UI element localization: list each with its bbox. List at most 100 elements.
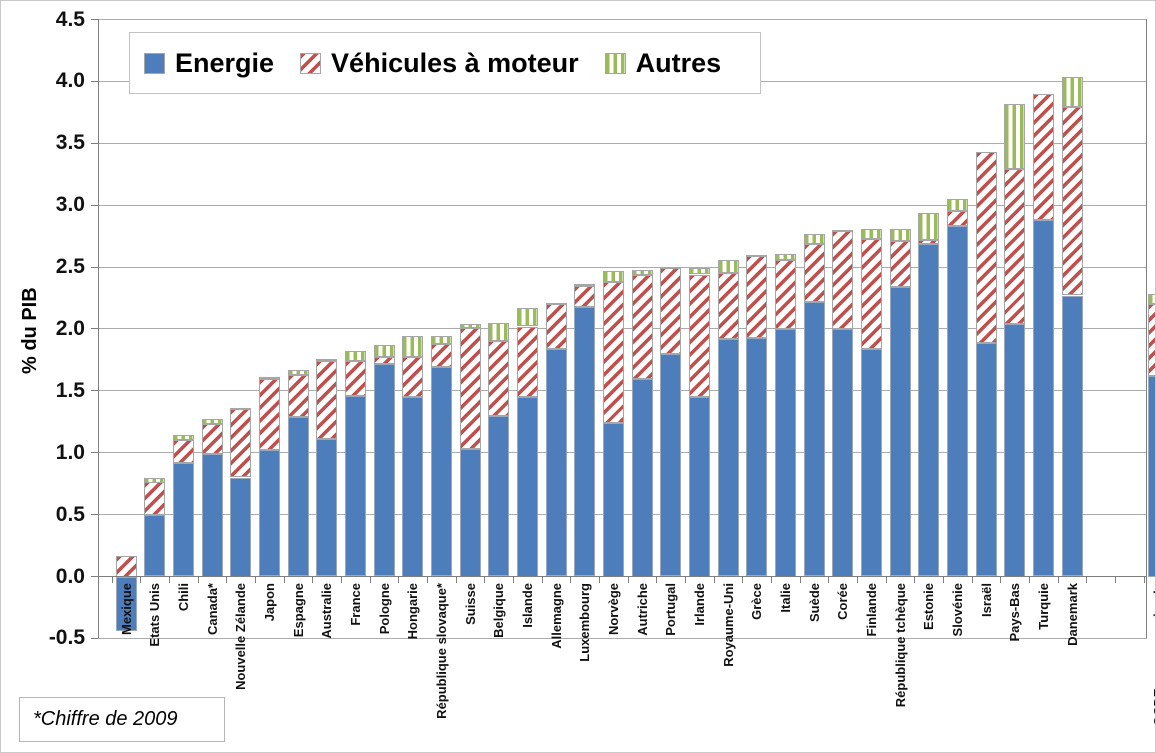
x-axis-tick xyxy=(1086,576,1088,583)
footnote-text: *Chiffre de 2009 xyxy=(33,708,178,730)
y-tick-label: 3.0 xyxy=(55,193,85,217)
bar-energie-australie xyxy=(316,439,338,577)
bar-vehicules-a-moteur-slov-nie xyxy=(946,211,968,227)
bar-vehicules-a-moteur-gr-ce xyxy=(746,256,768,338)
x-tick-label-pologne: Pologne xyxy=(376,583,392,635)
bar-energie-cor-e xyxy=(832,329,854,577)
x-tick-label-cor-e: Corée xyxy=(835,583,851,620)
bar-energie-isra-l xyxy=(975,342,997,577)
legend-item-autres: Autres xyxy=(604,47,722,79)
bar-energie-luxembourg xyxy=(574,306,596,577)
x-axis-tick xyxy=(943,576,945,583)
x-axis-tick xyxy=(369,576,371,583)
x-axis-tick xyxy=(799,576,801,583)
legend-label-autres: Autres xyxy=(635,47,722,78)
x-axis-tick xyxy=(484,576,486,583)
x-axis-tick xyxy=(971,576,973,583)
x-axis-tick xyxy=(513,576,514,583)
x-tick-label-su-de: Suède xyxy=(806,583,822,623)
y-axis-tick xyxy=(91,204,98,206)
bar-vehicules-a-moteur-australie xyxy=(316,361,338,440)
x-axis-tick xyxy=(169,576,170,583)
bar-vehicules-a-moteur-irlande xyxy=(688,274,710,397)
bar-autres-autriche xyxy=(631,269,653,275)
x-axis-tick xyxy=(1057,576,1059,583)
x-axis-tick xyxy=(111,576,113,583)
plot-right-border xyxy=(1146,19,1147,638)
y-tick-label: 0.5 xyxy=(55,502,85,526)
x-axis-tick xyxy=(914,576,916,583)
bar-energie-turquie xyxy=(1032,220,1054,577)
bar-vehicules-a-moteur-danemark xyxy=(1061,107,1083,296)
y-axis-tick xyxy=(91,266,98,268)
x-tick-label-norv-ge: Norvège xyxy=(605,583,621,636)
bar-autres-chili xyxy=(172,435,194,441)
bar-energie-portugal xyxy=(660,353,682,577)
y-axis-tick xyxy=(91,80,98,82)
x-axis-tick xyxy=(226,576,228,583)
bar-autres-japon xyxy=(258,377,280,380)
x-tick-label-chili: Chili xyxy=(175,583,191,612)
bar-autres-pays-bas xyxy=(1004,103,1026,170)
bar-energie-su-de xyxy=(803,301,825,577)
x-axis-tick xyxy=(713,576,715,583)
bar-energie-r-publique-tch-que xyxy=(889,286,911,577)
legend-swatch-vehicules-icon xyxy=(300,52,322,74)
bar-energie-suisse xyxy=(459,449,481,577)
y-tick-label: 0.0 xyxy=(55,564,85,588)
bar-vehicules-a-moteur-espagne xyxy=(287,374,309,417)
bar-autres-r-publique-tch-que xyxy=(889,228,911,242)
legend-item-energie: Energie xyxy=(144,48,274,79)
bar-vehicules-a-moteur-hongarie xyxy=(402,357,424,397)
gridline-3.0 xyxy=(98,204,1147,206)
x-tick-label-royaume-uni: Royaume-Uni xyxy=(720,583,736,667)
bar-vehicules-a-moteur-suisse xyxy=(459,327,481,449)
x-axis-tick xyxy=(857,576,859,583)
bar-vehicules-a-moteur-norv-ge xyxy=(602,282,624,424)
y-axis-tick xyxy=(91,390,98,392)
y-axis-tick xyxy=(91,328,98,330)
bar-vehicules-a-moteur-autriche xyxy=(631,274,653,379)
bar-energie-autriche xyxy=(631,378,653,577)
bar-autres-australie xyxy=(316,358,338,362)
x-axis-tick xyxy=(312,576,314,583)
bar-vehicules-a-moteur-finlande xyxy=(860,238,882,349)
x-axis-tick xyxy=(627,576,629,583)
bar-autres-nouvelle-z-lande xyxy=(230,408,252,411)
x-tick-label-r-publique-slovaque-: République slovaque* xyxy=(433,583,449,719)
bar-vehicules-a-moteur-chili xyxy=(172,440,194,463)
bar-vehicules-a-moteur-r-publique-tch-que xyxy=(889,241,911,287)
footnote-box: *Chiffre de 2009 xyxy=(19,697,225,742)
x-tick-label-suisse: Suisse xyxy=(462,583,478,625)
x-tick-label-nouvelle-z-lande: Nouvelle Zélande xyxy=(233,583,249,690)
y-tick-label: -0.5 xyxy=(48,626,85,650)
bar-energie-finlande xyxy=(860,348,882,577)
bar-energie-slov-nie xyxy=(946,226,968,577)
bar-autres-estonie xyxy=(918,212,940,240)
bar-autres-danemark xyxy=(1061,76,1083,108)
x-tick-label-etats-unis: Etats Unis xyxy=(147,583,163,647)
x-axis-tick xyxy=(341,576,342,583)
x-axis-tick xyxy=(742,576,744,583)
x-axis-tick xyxy=(1115,576,1117,583)
bar-autres-finlande xyxy=(860,228,882,239)
bar-vehicules-a-moteur-cor-e xyxy=(832,231,854,329)
x-tick-label-isra-l: Israël xyxy=(978,583,994,617)
x-tick-label-portugal: Portugal xyxy=(663,583,679,636)
y-axis-tick xyxy=(91,637,98,639)
gridline--0.5 xyxy=(98,637,1147,639)
x-tick-label-hongarie: Hongarie xyxy=(405,583,421,640)
y-axis-tick xyxy=(91,142,98,144)
x-axis-tick xyxy=(570,576,572,583)
bar-vehicules-a-moteur-nouvelle-z-lande xyxy=(230,409,252,478)
x-tick-label-espagne: Espagne xyxy=(290,583,306,638)
x-tick-label-turquie: Turquie xyxy=(1035,583,1051,630)
x-tick-label-pays-bas: Pays-Bas xyxy=(1007,583,1023,642)
bar-vehicules-a-moteur-royaume-uni xyxy=(717,273,739,339)
bar-vehicules-a-moteur-su-de xyxy=(803,243,825,302)
bar-energie-gr-ce xyxy=(746,337,768,577)
bar-vehicules-a-moteur-canada- xyxy=(201,424,223,454)
bar-vehicules-a-moteur-etats-unis xyxy=(144,482,166,515)
x-tick-label-france: France xyxy=(347,583,363,626)
x-tick-label-allemagne: Allemagne xyxy=(548,583,564,649)
